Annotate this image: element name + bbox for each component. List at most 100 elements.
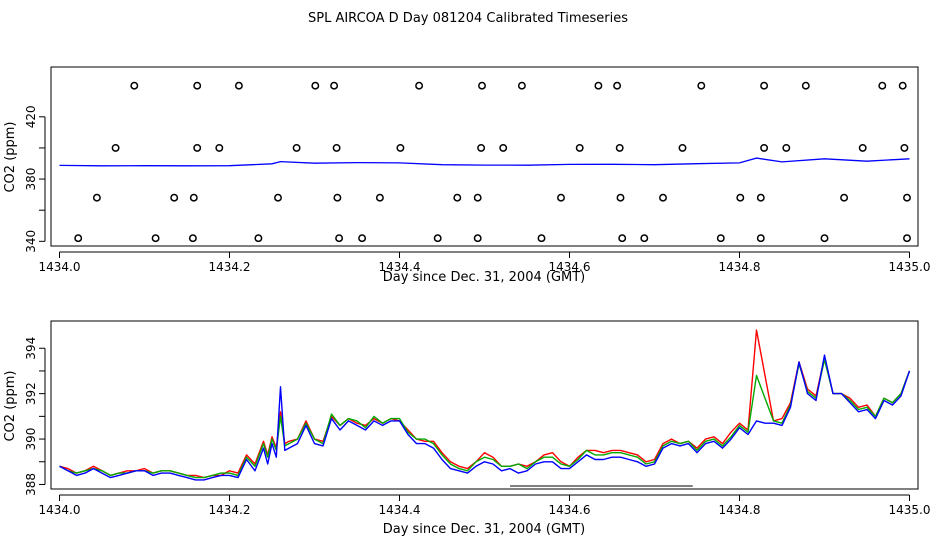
y-tick-label: 390	[24, 428, 38, 451]
data-point-circle	[396, 143, 405, 152]
data-point-circle	[716, 234, 725, 243]
top-circle-markers	[74, 81, 911, 243]
x-tick-label: 1434.6	[549, 503, 591, 517]
data-point-circle	[898, 81, 907, 90]
y-tick-label: 394	[24, 337, 38, 360]
data-point-circle	[254, 234, 263, 243]
bottom-y-axis: 388 390 392 394	[24, 337, 46, 496]
data-point-circle	[477, 143, 486, 152]
top-x-axis-label: Day since Dec. 31, 2004 (GMT)	[383, 270, 586, 285]
data-point-circle	[274, 193, 282, 202]
data-point-circle	[292, 143, 301, 152]
y-tick-label: 340	[24, 230, 38, 253]
data-point-circle	[234, 81, 243, 90]
data-point-circle	[640, 234, 649, 243]
data-point-circle	[900, 143, 909, 152]
data-point-circle	[736, 193, 745, 202]
data-point-circle	[878, 81, 887, 90]
data-point-circle	[517, 81, 526, 90]
x-tick-label: 1434.2	[209, 503, 251, 517]
y-tick-label: 420	[24, 105, 38, 128]
data-point-circle	[820, 234, 829, 243]
data-point-circle	[473, 234, 482, 243]
data-point-circle	[616, 193, 625, 202]
x-tick-label: 1434.0	[39, 503, 81, 517]
data-point-circle	[760, 143, 769, 152]
data-point-circle	[557, 193, 565, 202]
data-point-circle	[537, 234, 546, 243]
x-tick-label: 1434.2	[209, 260, 251, 274]
bottom-line-series	[59, 329, 911, 487]
data-point-circle	[332, 143, 341, 152]
data-point-circle	[659, 193, 667, 202]
top-plot-frame	[50, 66, 919, 247]
data-point-circle	[215, 143, 224, 152]
data-point-circle	[330, 81, 339, 90]
data-point-circle	[618, 234, 627, 243]
data-point-circle	[615, 143, 624, 152]
data-point-circle	[756, 193, 765, 202]
data-point-circle	[575, 143, 584, 152]
x-tick-label: 1434.4	[379, 260, 421, 274]
data-point-circle	[903, 193, 911, 202]
x-tick-label: 1434.8	[719, 503, 761, 517]
data-point-circle	[151, 234, 160, 243]
top-x-axis: 1434.0 1434.2 1434.4 1434.6 1434.8 1435.0	[39, 251, 931, 274]
bottom-x-axis-label: Day since Dec. 31, 2004 (GMT)	[383, 522, 586, 537]
data-point-circle	[782, 143, 791, 152]
x-tick-label: 1434.6	[549, 260, 591, 274]
data-point-circle	[92, 193, 101, 202]
bottom-x-axis: 1434.0 1434.2 1434.4 1434.6 1434.8 1435.0	[39, 494, 931, 517]
data-point-circle	[333, 193, 342, 202]
data-point-circle	[613, 81, 622, 90]
top-panel: 1434.0 1434.2 1434.4 1434.6 1434.8 1435.0 340…	[3, 66, 931, 285]
x-tick-label: 1435.0	[889, 503, 931, 517]
data-point-circle	[678, 143, 687, 152]
y-tick-label: 392	[24, 382, 38, 405]
data-point-circle	[375, 193, 384, 202]
series-line-1	[59, 358, 911, 479]
data-point-circle	[193, 143, 202, 152]
chart-title: SPL AIRCOA D Day 081204 Calibrated Times…	[308, 11, 628, 26]
data-point-circle	[188, 234, 197, 243]
data-point-circle	[170, 193, 179, 202]
data-point-circle	[335, 234, 344, 243]
data-point-circle	[358, 234, 367, 243]
y-tick-label: 380	[24, 168, 38, 191]
series-line-2	[59, 354, 911, 481]
top-y-axis: 340 380 420	[24, 105, 46, 253]
y-tick-label: 388	[24, 473, 38, 496]
bottom-y-axis-label: CO2 (ppm)	[3, 370, 18, 441]
top-line-series	[59, 157, 910, 167]
top-y-axis-label: CO2 (ppm)	[3, 121, 18, 192]
data-point-circle	[499, 143, 508, 152]
series-line-0	[59, 329, 911, 479]
data-point-circle	[473, 193, 482, 202]
data-point-circle	[760, 81, 769, 90]
top-series-line	[59, 157, 910, 167]
x-tick-label: 1434.4	[379, 503, 421, 517]
x-tick-label: 1435.0	[889, 260, 931, 274]
data-point-circle	[756, 234, 765, 243]
data-point-circle	[74, 234, 83, 243]
data-point-circle	[594, 81, 603, 90]
bottom-plot-frame	[50, 320, 919, 490]
x-tick-label: 1434.8	[719, 260, 761, 274]
data-point-circle	[697, 81, 706, 90]
data-point-circle	[193, 81, 202, 90]
data-point-circle	[858, 143, 867, 152]
data-point-circle	[478, 81, 486, 90]
data-point-circle	[111, 143, 120, 152]
data-point-circle	[189, 193, 198, 202]
data-point-circle	[130, 81, 139, 90]
data-point-circle	[840, 193, 849, 202]
bottom-panel: 1434.0 1434.2 1434.4 1434.6 1434.8 1435.0 388…	[3, 320, 931, 537]
data-point-circle	[801, 81, 810, 90]
data-point-circle	[453, 193, 462, 202]
data-point-circle	[433, 234, 442, 243]
data-point-circle	[311, 81, 320, 90]
x-tick-label: 1434.0	[39, 260, 81, 274]
data-point-circle	[415, 81, 424, 90]
data-point-circle	[903, 234, 911, 243]
